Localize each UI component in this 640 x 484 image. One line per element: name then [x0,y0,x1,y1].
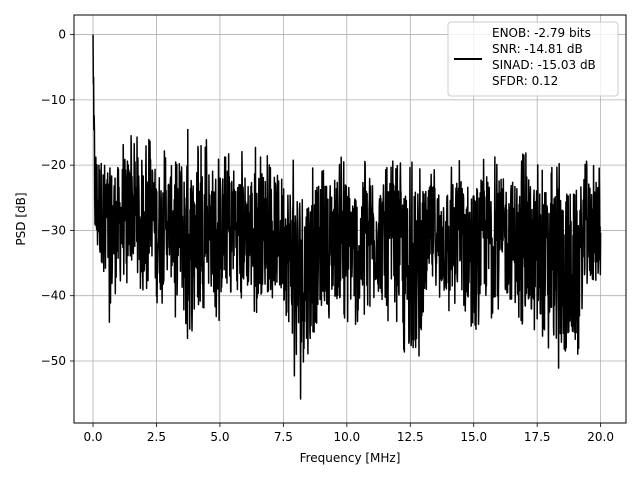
y-ticks: 0 −10 −20 −30 −40 −50 [41,28,74,368]
x-tick-label: 7.5 [274,430,293,444]
x-ticks: 0.0 2.5 5.0 7.5 10.0 12.5 15.0 17.5 20.0 [83,423,614,444]
x-tick-label: 2.5 [147,430,166,444]
x-tick-label: 20.0 [587,430,614,444]
psd-trace [92,34,602,400]
x-tick-label: 0.0 [83,430,102,444]
plot-frame [73,14,627,424]
y-tick-label: −40 [41,289,66,303]
legend: ENOB: -2.79 bits SNR: -14.81 dB SINAD: -… [447,21,619,97]
legend-text-sfdr: SFDR: 0.12 [492,74,558,88]
x-axis-label: Frequency [MHz] [300,451,401,465]
x-tick-label: 5.0 [210,430,229,444]
x-tick-label: 10.0 [333,430,360,444]
x-tick-label: 15.0 [460,430,487,444]
legend-box [447,21,619,97]
x-tick-label: 17.5 [524,430,551,444]
x-tick-label: 12.5 [397,430,424,444]
y-tick-label: −10 [41,93,66,107]
psd-series-line [92,34,602,400]
y-tick-label: −50 [41,354,66,368]
legend-text-sinad: SINAD: -15.03 dB [492,58,596,72]
y-tick-label: 0 [58,28,66,42]
y-axis-label: PSD [dB] [14,192,28,245]
legend-text-enob: ENOB: -2.79 bits [492,26,591,40]
y-tick-label: −30 [41,223,66,237]
legend-text-snr: SNR: -14.81 dB [492,42,583,56]
y-tick-label: −20 [41,158,66,172]
